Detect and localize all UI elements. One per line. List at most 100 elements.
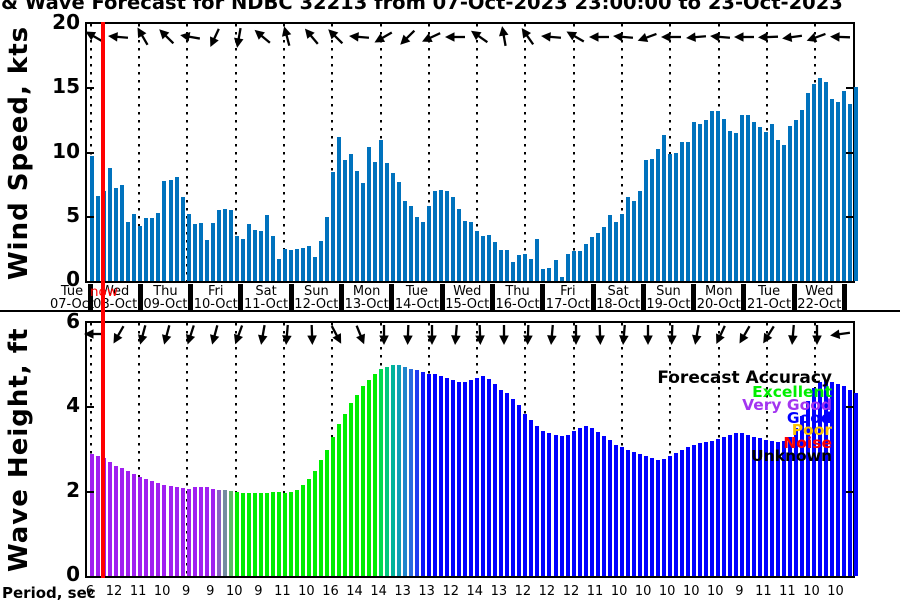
wave-height-bar xyxy=(697,443,702,576)
wave-height-bar xyxy=(391,365,396,576)
axis-tick xyxy=(87,215,94,218)
wave-height-bar xyxy=(818,382,823,576)
wave-height-bar xyxy=(258,493,263,576)
period-value: 10 xyxy=(610,584,628,599)
wave-height-bar xyxy=(782,441,787,576)
wave-direction-arrow xyxy=(781,322,805,346)
wind-speed-bar xyxy=(306,246,311,281)
wave-height-bar xyxy=(571,430,576,576)
wind-direction-arrow xyxy=(179,25,203,49)
wave-height-bar xyxy=(667,455,672,576)
day-label-text: 19-Oct xyxy=(646,297,691,312)
wave-height-bar xyxy=(493,384,498,576)
day-label-text: Tue xyxy=(757,284,781,299)
wind-speed-bar xyxy=(800,110,805,281)
period-value: 14 xyxy=(370,584,387,599)
wave-height-bar xyxy=(758,437,763,576)
wind-speed-bar xyxy=(601,227,606,281)
wave-height-bar xyxy=(625,449,630,576)
wave-height-bar xyxy=(252,493,257,576)
wind-speed-bar xyxy=(517,255,522,281)
wave-direction-arrow xyxy=(757,322,781,346)
wave-height-bar xyxy=(721,436,726,576)
wind-speed-bar xyxy=(318,241,323,281)
wind-speed-bar xyxy=(451,197,456,281)
wave-height-bar xyxy=(439,375,444,576)
wave-height-bar xyxy=(222,489,227,576)
wave-height-bar xyxy=(595,431,600,576)
day-separator xyxy=(137,284,143,310)
wave-height-bar xyxy=(739,433,744,576)
wind-speed-bar xyxy=(613,221,618,281)
day-separator xyxy=(339,284,344,310)
period-value: 14 xyxy=(466,584,484,599)
wave-height-bar xyxy=(192,487,197,576)
wind-speed-bar xyxy=(415,216,420,281)
wave-height-bar xyxy=(703,441,708,576)
legend-entry-unknown: Unknown xyxy=(751,446,832,465)
wave-height-bar xyxy=(228,490,233,576)
wind-direction-arrow xyxy=(540,25,564,49)
wind-speed-bar xyxy=(493,242,498,281)
day-label-text: Wed xyxy=(805,284,834,299)
wave-height-bar xyxy=(613,445,618,576)
y-tick-label: 10 xyxy=(52,138,80,163)
wave-height-bar xyxy=(469,379,474,576)
wave-direction-arrow xyxy=(733,322,757,346)
wind-speed-bar xyxy=(439,189,444,281)
period-value: 12 xyxy=(562,584,580,599)
wave-direction-arrow xyxy=(396,322,420,346)
period-value: 16 xyxy=(322,584,339,599)
wind-speed-bar xyxy=(637,191,642,281)
day-gridline xyxy=(427,24,430,281)
day-separator xyxy=(842,284,847,310)
day-label-text: Sun xyxy=(303,284,329,299)
period-value: 9 xyxy=(735,584,744,599)
wind-speed-bar xyxy=(571,251,576,281)
wave-height-bar xyxy=(643,455,648,576)
wave-height-bar xyxy=(282,492,287,576)
wind-speed-bar xyxy=(210,223,215,281)
day-label: Tue 14-Oct xyxy=(392,285,442,311)
day-label-text: Thu xyxy=(505,284,530,299)
period-value: 13 xyxy=(418,584,435,599)
wave-height-bar xyxy=(336,424,341,576)
wind-speed-bar xyxy=(240,238,245,281)
wave-height-bar xyxy=(156,483,161,576)
wave-height-bar xyxy=(270,491,275,576)
day-gridline xyxy=(669,323,672,576)
wave-height-bar xyxy=(565,434,570,576)
day-separator xyxy=(188,284,194,310)
wave-direction-arrow xyxy=(636,322,660,346)
wind-speed-bar xyxy=(228,210,233,281)
wave-height-bar xyxy=(535,426,540,576)
wind-direction-arrow xyxy=(324,25,348,49)
wind-speed-bar xyxy=(421,221,426,281)
wave-height-bar xyxy=(505,392,510,576)
wave-direction-arrow xyxy=(131,322,155,346)
period-value: 12 xyxy=(538,584,556,599)
period-value: 12 xyxy=(514,584,532,599)
wave-height-bar xyxy=(776,441,781,576)
wind-speed-bar xyxy=(667,153,672,281)
wave-height-bar xyxy=(673,452,678,576)
wind-speed-bar xyxy=(625,197,630,281)
day-label: Fri 17-Oct xyxy=(543,285,593,311)
wave-height-bar xyxy=(631,451,636,576)
wave-height-bar xyxy=(577,427,582,576)
date-axis-band: Tue 07-Oct Wed 08-Oct Thu 09-Oct Fri 10-Oct Sat 1… xyxy=(0,283,900,312)
wave-height-bar xyxy=(144,479,149,576)
wind-direction-arrow xyxy=(685,25,709,49)
wave-height-bar xyxy=(354,394,359,576)
day-label: Sun 12-Oct xyxy=(291,285,341,311)
wind-speed-bar xyxy=(373,161,378,281)
wave-direction-arrow xyxy=(564,322,588,346)
wave-height-bar xyxy=(186,489,191,576)
wave-height-bar xyxy=(397,365,402,576)
day-gridline xyxy=(186,323,189,576)
wind-speed-bar xyxy=(487,234,492,281)
wave-direction-arrow xyxy=(251,322,275,346)
wind-speed-bar xyxy=(746,115,750,281)
day-label: Mon 20-Oct xyxy=(694,285,744,311)
wave-height-bar xyxy=(240,492,245,576)
